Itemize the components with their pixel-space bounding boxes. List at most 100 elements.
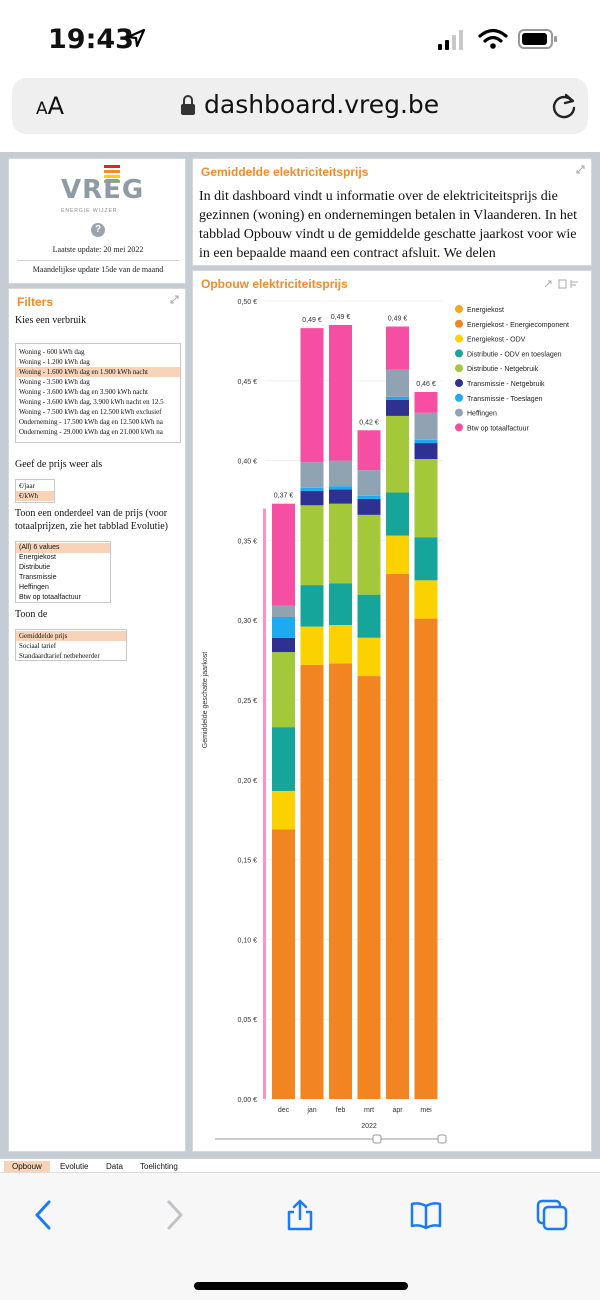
bar-segment[interactable] [300, 490, 324, 506]
bar-segment[interactable] [272, 829, 295, 1099]
bar-segment[interactable] [414, 459, 438, 538]
consumption-option[interactable]: Woning - 3.600 kWh dag en 3.900 kWh nach… [19, 388, 148, 396]
component-option[interactable]: (All) 6 values [16, 543, 110, 553]
bar-segment[interactable] [272, 652, 295, 728]
tab-toelichting[interactable]: Toelichting [140, 1162, 178, 1171]
bar-segment[interactable] [272, 503, 295, 606]
legend-item: Btw op totaalfactuur [467, 425, 530, 432]
consumption-listbox[interactable]: Woning - 600 kWh dag Woning - 1.200 kWh d… [15, 343, 181, 443]
expand-icon[interactable] [576, 165, 585, 174]
bar-segment[interactable] [300, 328, 324, 463]
bar-segment[interactable] [329, 486, 352, 490]
bar-segment[interactable] [414, 391, 438, 413]
scroll-handle[interactable] [372, 1134, 382, 1144]
bar-segment[interactable] [386, 492, 409, 536]
bar-segment[interactable] [272, 605, 295, 618]
bar-segment[interactable] [329, 324, 352, 461]
price-label: Geef de prijs weer als [15, 459, 103, 470]
bar-segment[interactable] [414, 618, 438, 1099]
component-option[interactable]: Energiekost [19, 554, 56, 561]
bookmarks-icon[interactable] [410, 1199, 442, 1231]
consumption-option[interactable]: Woning - 1.200 kWh dag [19, 358, 90, 366]
bar-segment[interactable] [414, 412, 438, 440]
component-listbox[interactable]: (All) 6 values Energiekost Distributie Tran… [15, 541, 111, 603]
tabs-icon[interactable] [536, 1199, 568, 1231]
bar-segment[interactable] [300, 462, 324, 488]
address-bar[interactable]: AA dashboard.vreg.be [12, 78, 588, 134]
bar-segment[interactable] [386, 399, 409, 416]
bar-segment[interactable] [300, 487, 324, 491]
component-option[interactable]: Distributie [19, 564, 51, 571]
bar-segment[interactable] [414, 439, 438, 444]
bar-segment[interactable] [329, 663, 352, 1099]
bar-segment[interactable] [386, 369, 409, 397]
price-unit-option[interactable]: €/jaar [19, 482, 35, 490]
filters-title: Filters [17, 295, 54, 309]
bar-segment[interactable] [357, 430, 381, 471]
bar-segment[interactable] [357, 514, 381, 595]
show-option[interactable]: Sociaal tarief [19, 642, 57, 650]
bar-segment[interactable] [329, 460, 352, 487]
reader-settings-button[interactable]: AA [36, 92, 65, 120]
bar-segment[interactable] [272, 617, 295, 638]
tab-opbouw[interactable]: Opbouw [4, 1161, 50, 1173]
bar-segment[interactable] [386, 326, 409, 370]
show-option[interactable]: Gemiddelde prijs [16, 631, 126, 641]
bar-segment[interactable] [272, 727, 295, 791]
share-icon[interactable] [284, 1199, 316, 1231]
forward-chevron-icon[interactable] [158, 1199, 190, 1231]
expand-icon[interactable] [170, 295, 179, 304]
consumption-option[interactable]: Woning - 7.500 kWh dag en 12.500 kWh exc… [19, 408, 162, 416]
bar-segment[interactable] [357, 594, 381, 638]
bar-segment[interactable] [300, 585, 324, 627]
consumption-option[interactable]: Woning - 3.600 kWh dag, 3.900 kWh nacht … [19, 398, 164, 406]
scroll-handle[interactable] [437, 1134, 447, 1144]
show-option[interactable]: Standaardtarief netbeheerder [19, 652, 100, 660]
bar-segment[interactable] [386, 573, 409, 1099]
y-axis-label: Gemiddelde geschatte jaarkost [202, 652, 209, 749]
consumption-option[interactable]: Woning - 3.500 kWh dag [19, 378, 90, 386]
price-unit-option[interactable]: €/kWh [16, 491, 54, 501]
consumption-option[interactable]: Woning - 600 kWh dag [19, 348, 85, 356]
bar-segment[interactable] [272, 637, 295, 653]
bar-segment[interactable] [300, 664, 324, 1099]
bar-segment[interactable] [414, 580, 438, 619]
bar-segment[interactable] [300, 505, 324, 586]
bar-segment[interactable] [357, 495, 381, 499]
back-chevron-icon[interactable] [28, 1199, 60, 1231]
bar-segment[interactable] [386, 396, 409, 400]
bar-segment[interactable] [357, 470, 381, 496]
bar-segment[interactable] [357, 676, 381, 1099]
sheet-tab-bar: Opbouw Evolutie Data Toelichting [0, 1158, 600, 1173]
price-listbox[interactable]: €/jaar €/kWh [15, 479, 55, 503]
component-option[interactable]: Heffingen [19, 584, 49, 591]
url-text[interactable]: dashboard.vreg.be [204, 90, 440, 119]
component-option[interactable]: Transmissie [19, 574, 57, 581]
bar-segment[interactable] [386, 415, 409, 493]
bar-segment[interactable] [329, 489, 352, 504]
bar-segment[interactable] [300, 626, 324, 665]
bar-segment[interactable] [329, 624, 352, 664]
show-listbox[interactable]: Gemiddelde prijs Sociaal tarief Standaardt… [15, 629, 127, 661]
reload-icon[interactable] [550, 92, 578, 120]
bar-segment[interactable] [357, 637, 381, 677]
consumption-option[interactable]: Onderneming - 17.500 kWh dag en 12.500 k… [19, 418, 163, 426]
help-icon[interactable]: ? [91, 223, 105, 237]
chart-toolbar-icons[interactable] [543, 279, 583, 289]
bar-segment[interactable] [414, 537, 438, 581]
tab-data[interactable]: Data [106, 1162, 123, 1171]
consumption-option[interactable]: Onderneming - 29.000 kWh dag en 21.000 k… [19, 428, 163, 436]
wifi-icon [478, 28, 508, 49]
consumption-option[interactable]: Woning - 1.600 kWh dag en 1.900 kWh nach… [16, 367, 180, 377]
bar-segment[interactable] [414, 443, 438, 460]
bar-segment[interactable] [386, 535, 409, 574]
bar-segment[interactable] [329, 583, 352, 625]
legend-item: Heffingen [467, 411, 497, 418]
consumption-label: Kies een verbruik [15, 315, 87, 326]
bar-segment[interactable] [357, 498, 381, 515]
bar-segment[interactable] [272, 790, 295, 830]
divider [17, 260, 179, 261]
bar-segment[interactable] [329, 503, 352, 584]
tab-evolutie[interactable]: Evolutie [60, 1162, 89, 1171]
component-option[interactable]: Btw op totaalfactuur [19, 594, 81, 601]
